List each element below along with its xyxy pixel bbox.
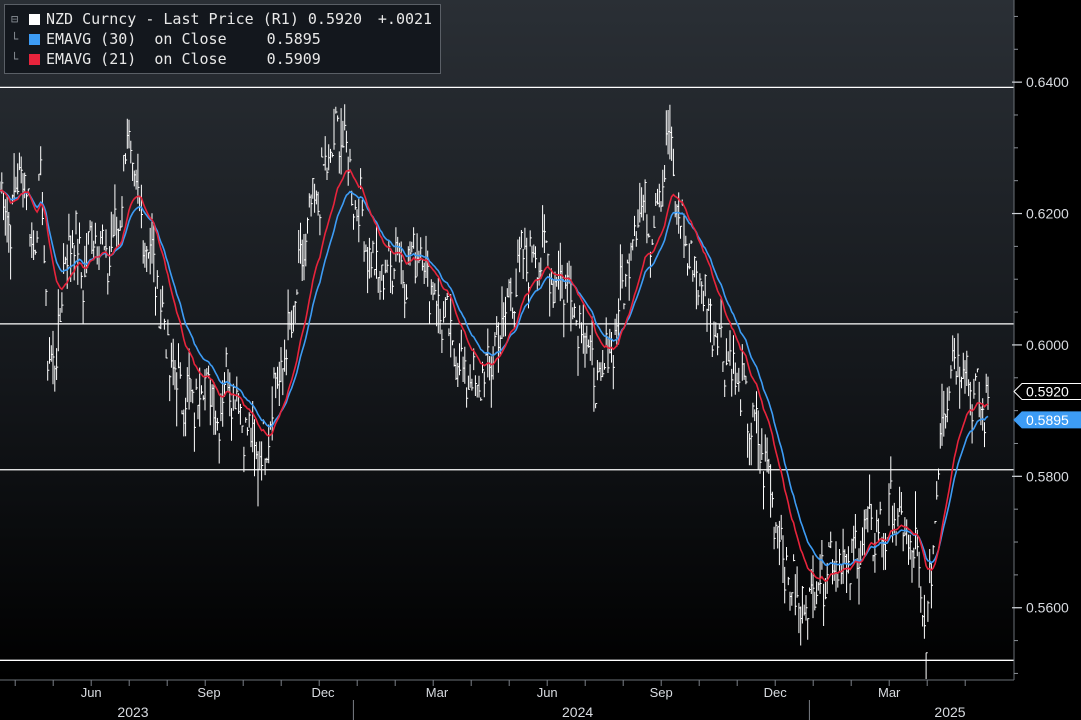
x-year-label-2: 2025 <box>934 704 965 720</box>
x-month-label-7: Mar <box>878 685 901 700</box>
tag-ema30-text: 0.5895 <box>1026 412 1069 428</box>
legend-entry-price: ⊟ NZD Curncy - Last Price (R1) 0.5920 +.00… <box>11 10 433 28</box>
x-month-label-3: Mar <box>426 685 449 700</box>
y-tick-label-2: 0.6000 <box>1026 337 1069 353</box>
legend-value-price: 0.5920 <box>307 10 363 28</box>
legend-label-price: NZD Curncy - Last Price (R1) <box>46 10 299 28</box>
series-ema21-line <box>0 168 989 583</box>
y-tick-label-0: 0.6400 <box>1026 74 1069 90</box>
legend-entry-ema30: └ EMAVG (30) on Close 0.5895 <box>11 29 432 49</box>
y-tick-label-4: 0.5600 <box>1026 600 1069 616</box>
x-month-label-2: Dec <box>311 685 335 700</box>
tag-price-box <box>1013 382 1081 400</box>
x-year-label-0: 2023 <box>117 704 148 720</box>
series-ema30-line <box>0 189 989 567</box>
tag-price-text: 0.5920 <box>1026 383 1069 399</box>
legend-value-ema21: 0.5909 <box>266 50 321 68</box>
legend-label-ema21: EMAVG (21) on Close <box>46 50 227 68</box>
x-month-label-6: Dec <box>764 685 788 700</box>
legend-label-ema30: EMAVG (30) on Close <box>46 30 227 48</box>
legend-swatch-ema21 <box>29 53 40 65</box>
y-tick-label-3: 0.5800 <box>1026 468 1069 484</box>
x-month-label-5: Sep <box>650 685 673 700</box>
x-year-label-1: 2024 <box>562 704 593 720</box>
legend-swatch-ema30 <box>29 33 40 45</box>
legend-entry-ema21: └ EMAVG (21) on Close 0.5909 <box>11 49 432 69</box>
y-tick-label-1: 0.6200 <box>1026 206 1069 222</box>
x-month-label-0: Jun <box>81 685 102 700</box>
x-month-label-1: Sep <box>197 685 220 700</box>
legend: ⊟ NZD Curncy - Last Price (R1) 0.5920 +.00… <box>4 4 442 74</box>
x-month-label-4: Jun <box>537 685 558 700</box>
series-price-bars <box>0 104 990 679</box>
legend-swatch-price <box>29 13 40 25</box>
legend-change-price: +.0021 <box>377 10 433 28</box>
x-axis-band <box>0 680 1081 720</box>
tag-ema30-box <box>1013 411 1081 429</box>
legend-value-ema30: 0.5895 <box>266 30 321 48</box>
